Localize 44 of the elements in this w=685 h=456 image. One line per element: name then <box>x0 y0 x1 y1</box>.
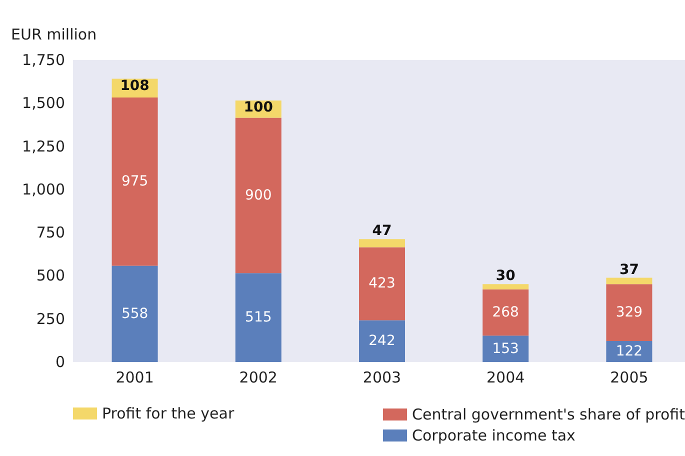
data-label: 975 <box>121 174 148 190</box>
y-tick-label: 750 <box>36 224 65 242</box>
bar <box>482 336 529 362</box>
data-label: 122 <box>616 343 643 360</box>
bar <box>359 239 405 248</box>
bar <box>112 266 158 362</box>
data-label: 268 <box>492 304 519 320</box>
bar <box>359 320 405 362</box>
data-label: 47 <box>372 223 392 240</box>
bar <box>359 247 405 320</box>
y-tick-label: 0 <box>55 353 65 371</box>
data-label: 329 <box>616 304 643 321</box>
y-axis-title: EUR million <box>11 26 97 44</box>
y-tick-label: 1,250 <box>22 137 65 156</box>
legend-label: Profit for the year <box>102 404 235 422</box>
data-label: 242 <box>368 333 396 350</box>
x-tick-label: 2005 <box>610 368 648 386</box>
y-tick-label: 250 <box>36 310 65 328</box>
y-tick-label: 1,500 <box>22 94 65 112</box>
data-label: 100 <box>244 100 274 116</box>
data-label: 37 <box>619 262 639 278</box>
data-label: 153 <box>492 340 519 357</box>
bar <box>482 289 529 336</box>
bar <box>606 284 652 341</box>
bar <box>235 118 282 274</box>
legend-label: Corporate income tax <box>412 426 576 444</box>
x-tick-label: 2004 <box>486 368 525 386</box>
data-label: 900 <box>245 187 272 204</box>
x-tick-label: 2001 <box>116 368 154 386</box>
bar <box>482 284 529 290</box>
bar <box>606 278 652 284</box>
data-label: 515 <box>245 310 272 326</box>
x-tick-label: 2003 <box>362 368 402 386</box>
bar <box>235 273 282 362</box>
data-label: 423 <box>368 276 396 292</box>
y-tick-label: 500 <box>36 266 65 285</box>
legend-label: Central government's share of profit <box>412 406 685 424</box>
data-label: 108 <box>120 78 150 94</box>
y-tick-label: 1,750 <box>22 51 65 69</box>
data-label: 30 <box>496 268 516 284</box>
data-label: 558 <box>121 306 148 322</box>
y-tick-label: 1,000 <box>22 180 65 198</box>
bar <box>112 97 158 266</box>
x-tick-label: 2002 <box>239 368 278 386</box>
